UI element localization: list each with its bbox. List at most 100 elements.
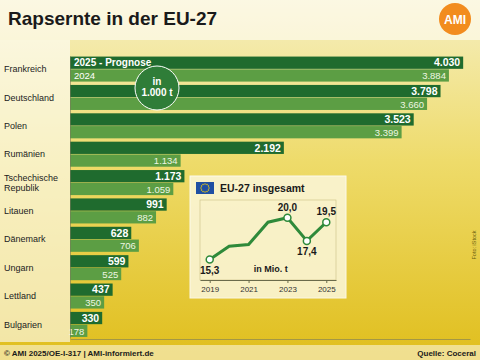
data-label: 1.134 bbox=[154, 155, 178, 166]
data-label: 3.798 bbox=[411, 85, 437, 97]
data-label: 350 bbox=[85, 297, 101, 308]
data-label: 3.523 bbox=[384, 113, 410, 125]
y-tick: Deutschland bbox=[4, 93, 54, 103]
data-label: 3.660 bbox=[400, 99, 424, 110]
y-tick-label: TschechischeRepublik bbox=[4, 173, 58, 193]
bar bbox=[70, 69, 449, 81]
marker bbox=[284, 214, 291, 221]
data-label: 19,5 bbox=[317, 206, 337, 217]
chart-root: Rapsernte in der EU-27 AMI 4.030 3.798 3.523… bbox=[0, 0, 480, 360]
eu-flag-star bbox=[201, 185, 202, 186]
data-label: 2.192 bbox=[255, 142, 281, 154]
bar bbox=[70, 126, 402, 138]
data-label: 525 bbox=[102, 269, 118, 280]
y-tick-label: Frankreich bbox=[4, 64, 47, 74]
inset-x-tick: 2025 bbox=[318, 280, 336, 294]
eu-flag-star bbox=[204, 183, 205, 184]
eu-flag-star bbox=[202, 191, 203, 192]
eu-flag-star bbox=[204, 191, 205, 192]
bar bbox=[70, 296, 104, 308]
legend-entry: 2024 bbox=[74, 70, 95, 81]
data-label: 4.030 bbox=[434, 56, 460, 68]
title: Rapsernte in der EU-27 bbox=[8, 8, 217, 29]
y-tick-label: Ungarn bbox=[4, 263, 34, 273]
title-band bbox=[0, 0, 480, 40]
data-label: 3.884 bbox=[422, 70, 446, 81]
data-label: 437 bbox=[92, 283, 110, 295]
inset-x-tick-label: 2019 bbox=[201, 285, 219, 294]
data-label: 599 bbox=[108, 255, 126, 267]
inset-plot-frame bbox=[200, 200, 336, 280]
label-panel bbox=[0, 40, 70, 342]
marker bbox=[303, 237, 310, 244]
bar bbox=[70, 255, 128, 267]
eu-flag-star bbox=[201, 189, 202, 190]
bar bbox=[70, 154, 181, 166]
bar-labels: 4.0303.7983.5232.1921.173991628599437330… bbox=[69, 56, 461, 336]
bar bbox=[70, 113, 414, 125]
y-tick: Rumänien bbox=[4, 149, 45, 159]
data-label: 15,3 bbox=[200, 265, 220, 276]
inset-x-tick-label: 2023 bbox=[279, 285, 297, 294]
y-tick: TschechischeRepublik bbox=[4, 173, 58, 193]
inset-x-tick-mark bbox=[326, 280, 327, 283]
data-label: 17,4 bbox=[297, 246, 317, 257]
x-axis-line bbox=[71, 339, 471, 340]
y-tick: Litauen bbox=[4, 206, 34, 216]
eu-flag-star bbox=[206, 184, 207, 185]
data-label: 706 bbox=[120, 240, 136, 251]
inset-x-tick-label: 2025 bbox=[318, 285, 336, 294]
marker bbox=[323, 219, 330, 226]
eu-flag-star bbox=[200, 187, 201, 188]
data-label: 3.399 bbox=[375, 127, 399, 138]
eu-flag bbox=[196, 182, 214, 194]
bar bbox=[70, 312, 102, 324]
data-label: 178 bbox=[69, 326, 85, 337]
data-label: 991 bbox=[146, 198, 164, 210]
bars bbox=[70, 57, 463, 337]
eu-flag-star bbox=[208, 187, 209, 188]
bar bbox=[70, 183, 173, 195]
inset-labels: 15,3 20,0 17,4 19,5 bbox=[200, 202, 336, 276]
inset-x-tick-mark bbox=[249, 280, 250, 283]
inset-markers bbox=[206, 214, 330, 263]
inset-x-axis: 2019 2021 2023 2025 bbox=[201, 280, 337, 294]
y-tick-label: Litauen bbox=[4, 206, 34, 216]
y-tick: Ungarn bbox=[4, 263, 34, 273]
bar bbox=[70, 170, 184, 182]
unit-label-line: in bbox=[153, 76, 162, 87]
data-label: 1.173 bbox=[155, 170, 181, 182]
y-axis: FrankreichDeutschlandPolenRumänienTschec… bbox=[4, 57, 71, 339]
inset-x-axis-line bbox=[201, 280, 337, 281]
footer-copyright: © AMI 2025/OE-I-317 | AMI-informiert.de bbox=[4, 349, 154, 358]
bar bbox=[70, 85, 441, 97]
bar bbox=[70, 268, 121, 280]
bar bbox=[70, 198, 167, 210]
y-tick-label: Dänemark bbox=[4, 234, 46, 244]
bar bbox=[70, 240, 139, 252]
inset-x-tick: 2021 bbox=[240, 280, 258, 294]
unit-badge bbox=[135, 66, 179, 110]
bar bbox=[70, 57, 463, 69]
y-axis-line bbox=[70, 57, 71, 339]
inset-unit: in Mio. t bbox=[254, 264, 288, 274]
eu-flag-star bbox=[208, 189, 209, 190]
inset-x-tick-mark bbox=[287, 280, 288, 283]
data-label: 1.059 bbox=[147, 184, 171, 195]
eu-flag-star bbox=[202, 184, 203, 185]
inset-panel bbox=[190, 176, 346, 298]
inset-x-tick: 2023 bbox=[279, 280, 297, 294]
background bbox=[0, 0, 480, 360]
y-tick-label: Lettland bbox=[4, 291, 36, 301]
y-tick: Lettland bbox=[4, 291, 36, 301]
footer-band bbox=[0, 345, 480, 360]
data-label: 882 bbox=[137, 212, 153, 223]
y-tick-label-line: Republik bbox=[4, 183, 40, 193]
inset-x-tick: 2019 bbox=[201, 280, 219, 294]
data-label: 20,0 bbox=[278, 202, 298, 213]
logo-text: AMI bbox=[444, 13, 466, 27]
x-axis bbox=[71, 339, 471, 340]
eu-flag-star bbox=[206, 191, 207, 192]
bar bbox=[70, 284, 113, 296]
data-label: 628 bbox=[111, 227, 129, 239]
